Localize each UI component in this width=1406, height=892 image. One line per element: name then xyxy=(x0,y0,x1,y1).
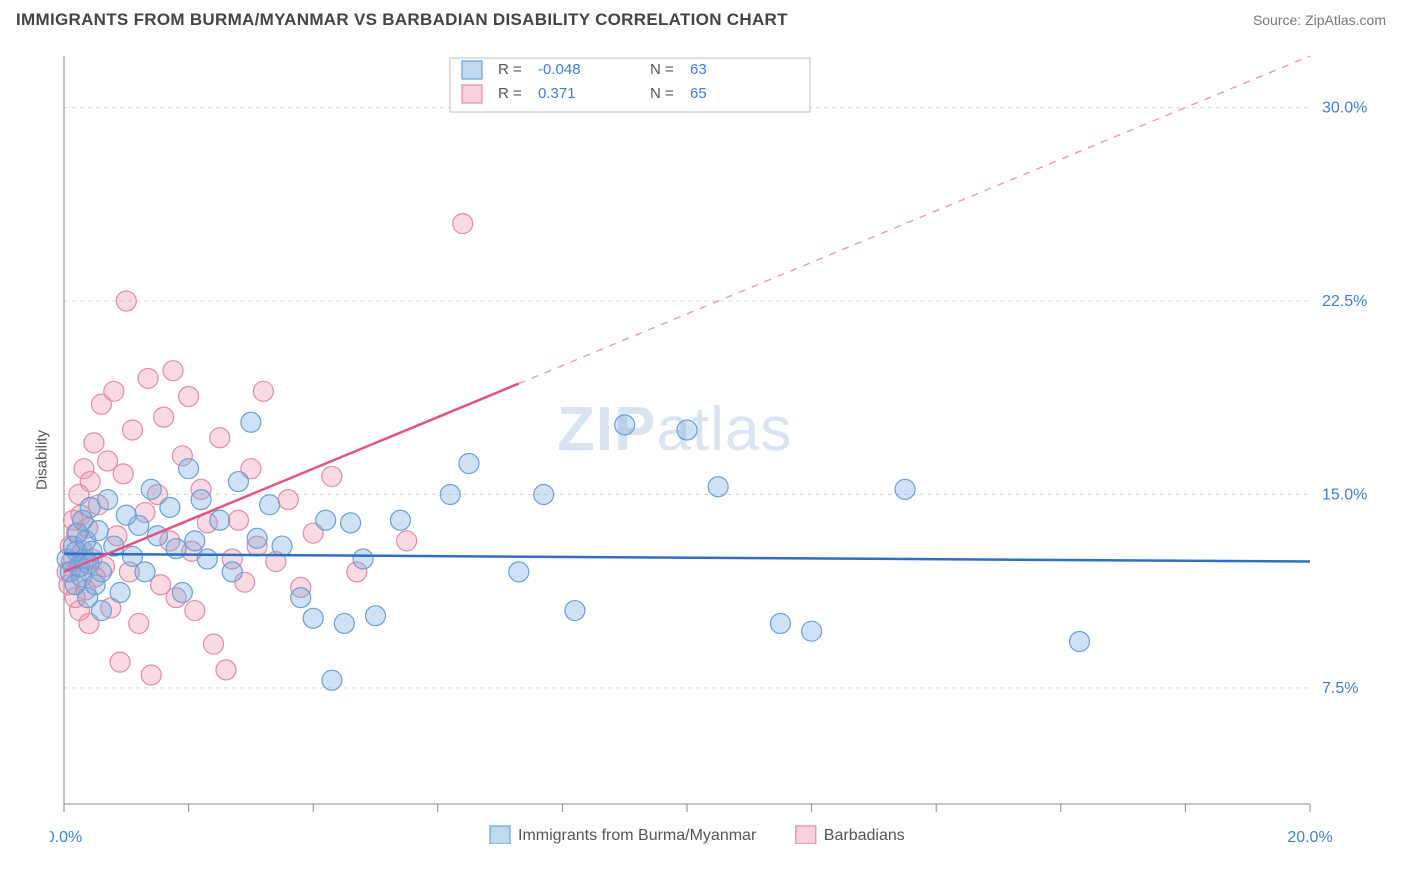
data-point xyxy=(247,528,267,548)
data-point xyxy=(123,420,143,440)
legend-series-label: Immigrants from Burma/Myanmar xyxy=(518,827,757,844)
data-point xyxy=(228,510,248,530)
data-point xyxy=(802,621,822,641)
data-point xyxy=(322,466,342,486)
data-point xyxy=(110,652,130,672)
data-point xyxy=(390,510,410,530)
data-point xyxy=(334,613,354,633)
data-point xyxy=(353,549,373,569)
legend-n-value: 63 xyxy=(690,61,707,78)
data-point xyxy=(160,497,180,517)
data-point xyxy=(453,214,473,234)
data-point xyxy=(272,536,292,556)
data-point xyxy=(260,495,280,515)
y-axis-label: Disability xyxy=(34,430,51,490)
legend-swatch xyxy=(796,826,816,844)
data-point xyxy=(459,454,479,474)
x-tick-label: 0.0% xyxy=(50,829,82,844)
data-point xyxy=(241,412,261,432)
data-point xyxy=(141,479,161,499)
data-point xyxy=(534,484,554,504)
data-point xyxy=(185,531,205,551)
trend-line xyxy=(64,554,1310,562)
legend-r-label: R = xyxy=(498,61,522,78)
data-point xyxy=(113,464,133,484)
data-point xyxy=(179,459,199,479)
data-point xyxy=(138,368,158,388)
y-tick-label: 30.0% xyxy=(1322,100,1367,117)
data-point xyxy=(216,660,236,680)
data-point xyxy=(677,420,697,440)
legend-r-label: R = xyxy=(498,85,522,102)
data-point xyxy=(322,670,342,690)
data-point xyxy=(197,549,217,569)
data-point xyxy=(110,582,130,602)
data-point xyxy=(895,479,915,499)
legend-swatch xyxy=(490,826,510,844)
data-point xyxy=(341,513,361,533)
data-point xyxy=(80,472,100,492)
legend-series-label: Barbadians xyxy=(824,827,905,844)
data-point xyxy=(316,510,336,530)
data-point xyxy=(116,291,136,311)
data-point xyxy=(91,601,111,621)
data-point xyxy=(179,386,199,406)
data-point xyxy=(708,477,728,497)
legend-n-label: N = xyxy=(650,61,674,78)
chart-title: IMMIGRANTS FROM BURMA/MYANMAR VS BARBADI… xyxy=(16,10,788,30)
legend-n-label: N = xyxy=(650,85,674,102)
data-point xyxy=(291,588,311,608)
data-point xyxy=(154,407,174,427)
data-point xyxy=(565,601,585,621)
title-bar: IMMIGRANTS FROM BURMA/MYANMAR VS BARBADI… xyxy=(0,0,1406,36)
data-point xyxy=(210,510,230,530)
data-point xyxy=(135,562,155,582)
data-point xyxy=(253,381,273,401)
legend-swatch xyxy=(462,85,482,103)
data-point xyxy=(91,562,111,582)
data-point xyxy=(615,415,635,435)
data-point xyxy=(278,490,298,510)
x-tick-label: 20.0% xyxy=(1287,829,1332,844)
data-point xyxy=(129,613,149,633)
legend-r-value: 0.371 xyxy=(538,85,576,102)
data-point xyxy=(129,515,149,535)
legend-swatch xyxy=(462,61,482,79)
data-point xyxy=(185,601,205,621)
data-point xyxy=(104,381,124,401)
data-point xyxy=(141,665,161,685)
legend-n-value: 65 xyxy=(690,85,707,102)
y-tick-label: 15.0% xyxy=(1322,486,1367,503)
data-point xyxy=(98,490,118,510)
data-point xyxy=(303,608,323,628)
data-point xyxy=(222,562,242,582)
legend-r-value: -0.048 xyxy=(538,61,581,78)
data-point xyxy=(366,606,386,626)
data-point xyxy=(440,484,460,504)
data-point xyxy=(191,490,211,510)
data-point xyxy=(509,562,529,582)
data-point xyxy=(228,472,248,492)
data-point xyxy=(397,531,417,551)
data-point xyxy=(88,521,108,541)
chart-container: Disability 7.5% 15.0% 22.5% 30.0% ZIPatlas 0.… xyxy=(16,44,1390,876)
data-point xyxy=(770,613,790,633)
data-point xyxy=(1069,632,1089,652)
data-point xyxy=(172,582,192,602)
watermark: ZIPatlas xyxy=(557,395,792,464)
y-tick-label: 22.5% xyxy=(1322,293,1367,310)
data-point xyxy=(210,428,230,448)
y-tick-label: 7.5% xyxy=(1322,680,1358,697)
data-point xyxy=(204,634,224,654)
data-point xyxy=(84,433,104,453)
scatter-plot: 7.5% 15.0% 22.5% 30.0% ZIPatlas 0.0% 20.0% R =-… xyxy=(50,44,1390,844)
data-point xyxy=(163,361,183,381)
source-label: Source: ZipAtlas.com xyxy=(1253,12,1386,28)
